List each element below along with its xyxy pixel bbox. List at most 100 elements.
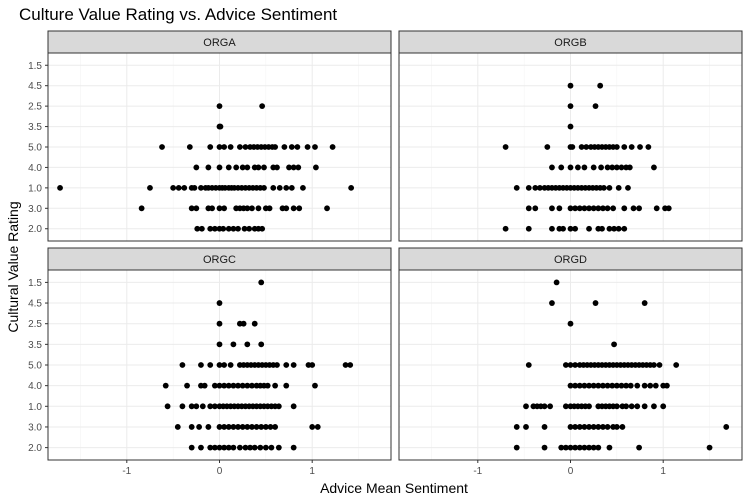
data-point [216, 164, 223, 171]
data-point [283, 184, 290, 191]
data-point [581, 164, 588, 171]
data-point [651, 164, 657, 171]
data-point [295, 164, 302, 171]
data-point [193, 205, 200, 212]
data-point [211, 382, 218, 389]
facet-strip-label: ORGA [203, 37, 236, 49]
data-point [233, 164, 240, 171]
data-point [255, 164, 262, 171]
data-point [227, 144, 234, 150]
y-tick-label: 5.0 [28, 361, 42, 372]
data-point [641, 300, 648, 306]
data-point [236, 444, 243, 451]
data-point [525, 205, 532, 212]
panel-orgb: ORGB [398, 30, 743, 242]
data-point [281, 144, 288, 150]
data-point [556, 205, 563, 212]
data-point [615, 225, 622, 232]
data-point [290, 164, 297, 171]
data-point [615, 184, 622, 191]
data-point [304, 144, 311, 150]
data-point [583, 144, 590, 150]
data-point [647, 382, 654, 389]
data-point [216, 320, 223, 327]
data-point [225, 164, 232, 171]
data-point [569, 144, 576, 150]
data-point [549, 164, 555, 171]
data-point [572, 205, 579, 212]
data-point [244, 205, 251, 212]
data-point [240, 320, 247, 327]
data-point [244, 424, 251, 430]
data-point [198, 444, 204, 451]
data-point [575, 164, 581, 171]
data-point [636, 205, 642, 212]
data-point [347, 362, 354, 368]
data-point [184, 382, 190, 389]
data-point [236, 144, 243, 150]
data-point [193, 403, 200, 410]
data-point [621, 144, 628, 150]
data-point [286, 164, 292, 171]
data-point [207, 362, 214, 368]
data-point [216, 300, 223, 306]
data-point [581, 205, 588, 212]
data-point [567, 362, 574, 368]
data-point [621, 205, 628, 212]
data-point [595, 444, 602, 451]
data-point [513, 184, 520, 191]
data-point [205, 164, 212, 171]
y-tick-label: 1.0 [28, 402, 42, 413]
data-point [549, 205, 555, 212]
data-point [283, 205, 290, 212]
data-point [188, 403, 195, 410]
data-point [600, 382, 606, 389]
data-point [309, 424, 316, 430]
data-point [641, 403, 648, 410]
data-point [562, 444, 569, 451]
data-point [673, 362, 680, 368]
data-point [572, 424, 579, 430]
x-tick-label: 0 [568, 466, 574, 477]
data-point [259, 103, 266, 110]
data-point [567, 444, 574, 451]
data-point [581, 382, 588, 389]
data-point [586, 205, 592, 212]
data-point [267, 424, 274, 430]
data-point [230, 341, 237, 348]
data-point [220, 225, 227, 232]
data-point [544, 144, 551, 150]
y-tick-label: 2.0 [28, 224, 42, 235]
data-point [604, 382, 611, 389]
data-point [230, 444, 237, 451]
data-point [634, 403, 641, 410]
data-point [609, 164, 616, 171]
y-tick-label: 2.5 [28, 319, 42, 330]
data-point [283, 362, 290, 368]
data-point [558, 444, 565, 451]
data-point [288, 144, 295, 150]
data-point [57, 184, 63, 191]
data-point [221, 424, 228, 430]
data-point [207, 444, 214, 451]
data-point [586, 403, 592, 410]
data-point [595, 424, 602, 430]
data-point [179, 362, 186, 368]
data-point [162, 382, 169, 389]
data-point [198, 362, 204, 368]
data-point [242, 444, 249, 451]
data-point [549, 300, 555, 306]
data-point [314, 424, 321, 430]
data-point [656, 362, 663, 368]
panels: ORGA 2.0 3.0 1.0 4.0 5.0 3.5 2.5 4.5 1.5 ORGB ORGC 2… [28, 30, 743, 477]
data-point [225, 444, 232, 451]
data-point [592, 103, 599, 110]
data-point [590, 205, 597, 212]
panel-orgc: ORGC 2.0 3.0 1.0 4.0 5.0 3.5 2.5 4.5 1.5 -1 0 1 [28, 247, 392, 477]
data-point [275, 403, 282, 410]
data-point [262, 424, 269, 430]
data-point [525, 362, 532, 368]
data-point [611, 341, 617, 348]
data-point [225, 424, 232, 430]
data-point [227, 362, 234, 368]
